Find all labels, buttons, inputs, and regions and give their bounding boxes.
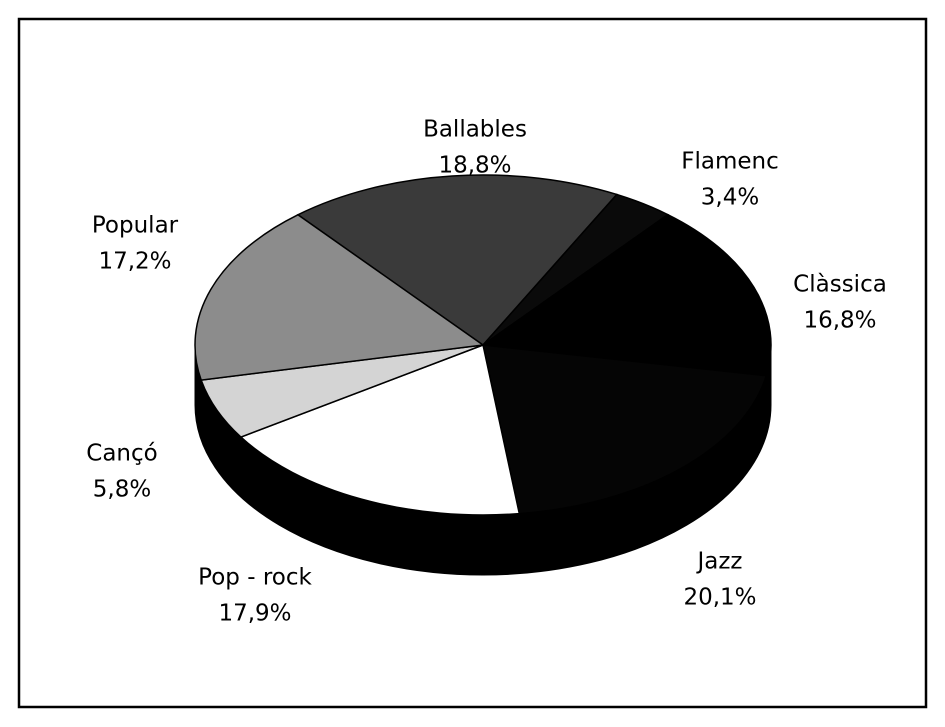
pie-slice [296,174,619,346]
slice-label: Flamenc [681,149,779,175]
slice-value-label: 5,8% [93,477,151,503]
slice-value-label: 16,8% [803,308,876,334]
pie-slice [480,213,772,377]
pie-slice [239,343,521,516]
slice-value-label: 17,2% [98,249,171,275]
chart-frame [17,17,928,709]
slice-label: Pop - rock [198,565,312,591]
slice-label: Popular [92,213,179,239]
slice-label: Jazz [695,549,742,575]
pie [194,174,772,576]
slice-value-label: 17,9% [218,601,291,627]
slice-label: Clàssica [793,272,887,298]
pie-slice [482,344,768,515]
slice-value-label: 3,4% [701,185,759,211]
slice-value-label: 20,1% [683,585,756,611]
labels: Ballables 18,8% Flamenc 3,4% Clàssica 16,8% Ja… [86,117,887,627]
pie-slice [194,213,486,381]
slice-label: Cançó [86,441,157,467]
slice-value-label: 18,8% [438,153,511,179]
slice-label: Ballables [423,117,527,143]
